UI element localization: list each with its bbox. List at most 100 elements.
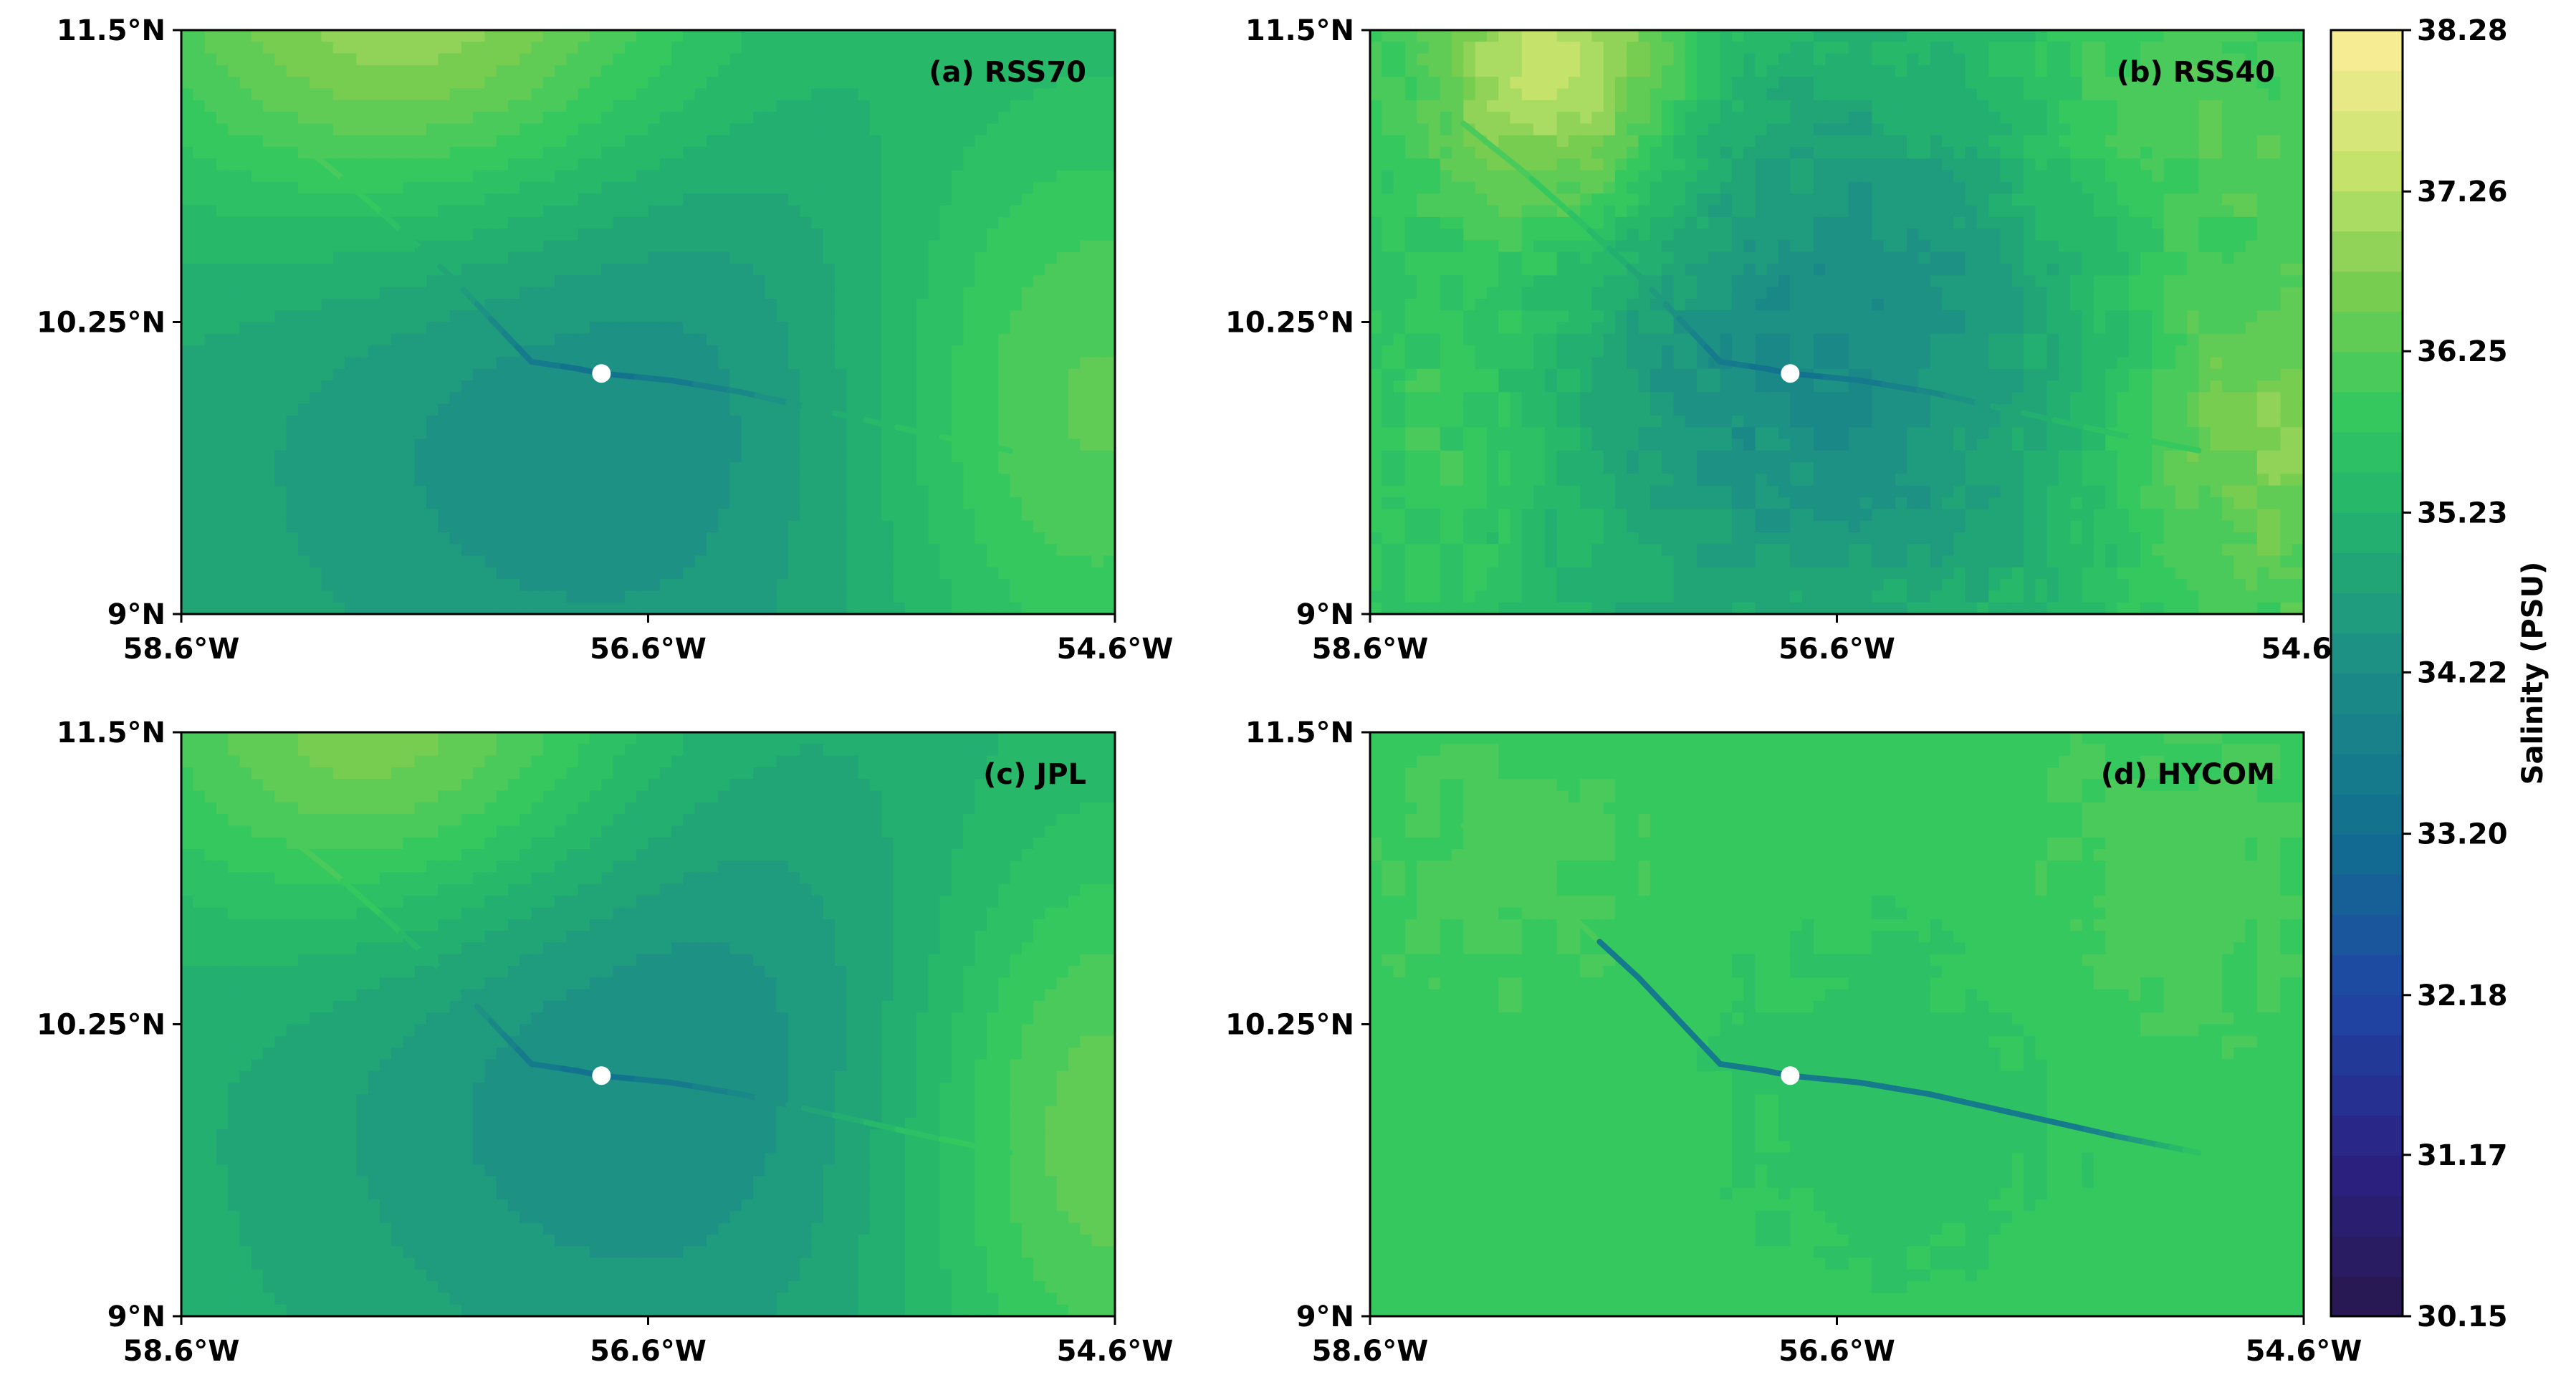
field-cell: [1498, 403, 1511, 416]
field-cell: [951, 590, 964, 603]
field-cell: [601, 427, 614, 440]
field-cell: [928, 497, 941, 510]
field-cell: [963, 147, 976, 160]
field-cell: [332, 77, 345, 90]
field-cell: [239, 567, 252, 580]
field-cell: [239, 520, 252, 533]
field-cell: [975, 555, 987, 568]
field-cell: [1370, 170, 1383, 183]
field-cell: [765, 88, 777, 101]
field-cell: [332, 193, 345, 206]
field-cell: [1404, 77, 1417, 90]
field-cell: [787, 544, 801, 557]
field-cell: [1428, 345, 1441, 358]
field-cell: [1091, 462, 1104, 475]
field-cell: [776, 64, 789, 77]
field-cell: [718, 100, 731, 112]
field-cell: [1533, 579, 1546, 592]
field-cell: [181, 88, 194, 101]
field-cell: [835, 170, 848, 183]
field-cell: [1486, 64, 1499, 77]
field-cell: [998, 298, 1011, 311]
field-cell: [881, 474, 894, 487]
field-cell: [519, 485, 532, 498]
field-cell: [379, 123, 392, 136]
field-cell: [1463, 287, 1476, 299]
field-cell: [379, 590, 392, 603]
field-cell: [601, 392, 614, 405]
field-cell: [473, 333, 486, 346]
field-cell: [274, 287, 287, 299]
field-cell: [624, 438, 638, 451]
field-cell: [204, 135, 217, 148]
field-cell: [1498, 123, 1511, 136]
field-cell: [683, 170, 696, 183]
field-cell: [461, 438, 474, 451]
field-cell: [555, 53, 568, 66]
field-cell: [438, 497, 451, 510]
field-cell: [683, 298, 696, 311]
field-cell: [765, 450, 777, 463]
field-cell: [835, 579, 848, 592]
field-cell: [963, 520, 976, 533]
field-cell: [379, 77, 392, 90]
field-cell: [951, 579, 964, 592]
field-cell: [274, 544, 287, 557]
field-cell: [391, 170, 404, 183]
field-cell: [438, 345, 451, 358]
field-cell: [986, 579, 999, 592]
field-cell: [251, 462, 264, 475]
field-cell: [787, 205, 801, 218]
field-cell: [1080, 264, 1093, 277]
field-cell: [274, 380, 287, 393]
field-cell: [1568, 474, 1581, 487]
field-cell: [893, 77, 906, 90]
field-cell: [461, 462, 474, 475]
field-cell: [893, 170, 906, 183]
field-cell: [1428, 462, 1441, 475]
field-cell: [531, 181, 544, 194]
field-cell: [1475, 415, 1488, 428]
field-cell: [904, 485, 917, 498]
field-cell: [694, 264, 707, 277]
field-cell: [718, 112, 731, 125]
field-cell: [542, 112, 555, 125]
field-cell: [426, 100, 439, 112]
field-cell: [1521, 357, 1534, 370]
field-cell: [1463, 216, 1476, 229]
field-cell: [613, 497, 626, 510]
field-cell: [438, 193, 451, 206]
field-cell: [578, 135, 590, 148]
field-cell: [1463, 275, 1476, 288]
field-cell: [765, 333, 777, 346]
field-cell: [1463, 602, 1476, 614]
field-cell: [555, 368, 568, 381]
field-cell: [368, 216, 380, 229]
field-cell: [1033, 415, 1046, 428]
field-cell: [519, 205, 532, 218]
field-cell: [193, 53, 206, 66]
field-cell: [555, 333, 568, 346]
field-cell: [204, 229, 217, 241]
field-cell: [449, 520, 462, 533]
field-cell: [928, 112, 941, 125]
field-cell: [951, 42, 964, 54]
field-cell: [998, 555, 1011, 568]
field-cell: [286, 450, 299, 463]
field-cell: [473, 403, 486, 416]
field-cell: [297, 30, 310, 43]
field-cell: [531, 112, 544, 125]
field-cell: [356, 310, 369, 323]
field-cell: [975, 450, 987, 463]
field-cell: [345, 240, 358, 253]
field-cell: [1452, 193, 1465, 206]
field-cell: [869, 298, 883, 311]
field-cell: [1056, 135, 1069, 148]
field-cell: [181, 42, 194, 54]
field-cell: [624, 462, 638, 475]
field-cell: [321, 287, 334, 299]
field-cell: [310, 264, 322, 277]
field-cell: [975, 30, 987, 43]
field-cell: [1068, 205, 1081, 218]
field-cell: [823, 438, 835, 451]
